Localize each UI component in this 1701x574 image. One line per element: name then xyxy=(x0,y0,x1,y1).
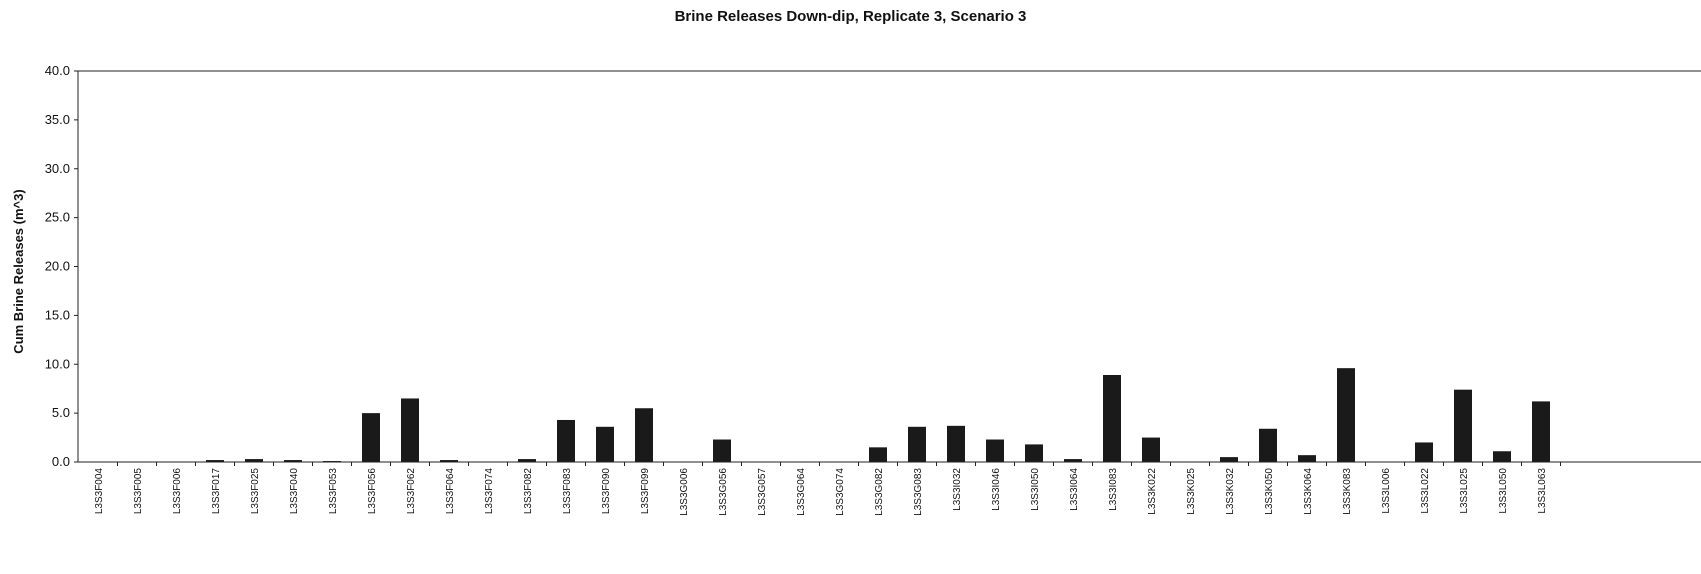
y-tick-label: 40.0 xyxy=(45,63,70,78)
y-tick-label: 30.0 xyxy=(45,161,70,176)
x-tick-label: L3S3I064 xyxy=(1069,468,1080,511)
y-tick-label: 15.0 xyxy=(45,307,70,322)
bar-l3s3g083 xyxy=(908,426,926,462)
x-tick-label: L3S3I032 xyxy=(952,468,963,511)
bar-l3s3g056 xyxy=(713,439,731,462)
x-axis-ticks: L3S3F004 L3S3F005 L3S3F006 L3S3F017 L3S3F025… xyxy=(94,462,1561,516)
x-tick-label: L3S3G082 xyxy=(874,468,885,516)
x-tick-label: L3S3F006 xyxy=(172,468,183,515)
bar-l3s3f040 xyxy=(284,460,302,462)
x-tick-label: L3S3G056 xyxy=(718,468,729,516)
x-tick-label: L3S3F005 xyxy=(133,468,144,515)
x-tick-label: L3S3F025 xyxy=(250,468,261,515)
y-axis-title: Cum Brine Releases (m^3) xyxy=(11,189,26,353)
y-tick-label: 35.0 xyxy=(45,112,70,127)
bar-l3s3k032 xyxy=(1220,457,1238,462)
x-tick-label: L3S3G083 xyxy=(913,468,924,516)
bar-l3s3i032 xyxy=(947,425,965,462)
x-tick-label: L3S3G074 xyxy=(835,468,846,516)
x-tick-label: L3S3G057 xyxy=(757,468,768,516)
x-tick-label: L3S3F062 xyxy=(406,468,417,515)
x-tick-label: L3S3K064 xyxy=(1303,468,1314,515)
bar-l3s3l025 xyxy=(1454,389,1472,462)
x-tick-label: L3S3K025 xyxy=(1186,468,1197,515)
x-tick-label: L3S3L050 xyxy=(1498,468,1509,514)
x-tick-label: L3S3L063 xyxy=(1537,468,1548,514)
x-tick-label: L3S3F004 xyxy=(94,468,105,515)
bar-l3s3f082 xyxy=(518,459,536,462)
bar-l3s3l063 xyxy=(1532,401,1550,462)
bar-l3s3l050 xyxy=(1493,451,1511,462)
x-tick-label: L3S3F056 xyxy=(367,468,378,515)
x-tick-label: L3S3L006 xyxy=(1381,468,1392,514)
x-tick-label: L3S3K083 xyxy=(1342,468,1353,515)
bar-l3s3k083 xyxy=(1337,368,1355,462)
x-tick-label: L3S3I083 xyxy=(1108,468,1119,511)
y-tick-label: 5.0 xyxy=(52,405,70,420)
bar-l3s3f083 xyxy=(557,419,575,462)
x-tick-label: L3S3G064 xyxy=(796,468,807,516)
bar-l3s3k022 xyxy=(1142,437,1160,462)
y-tick-label: 20.0 xyxy=(45,259,70,274)
x-tick-label: L3S3K032 xyxy=(1225,468,1236,515)
bar-l3s3f056 xyxy=(362,413,380,462)
bar-l3s3k064 xyxy=(1298,455,1316,462)
x-tick-label: L3S3F090 xyxy=(601,468,612,515)
bar-l3s3k050 xyxy=(1259,428,1277,462)
bar-l3s3i046 xyxy=(986,439,1004,462)
x-tick-label: L3S3F099 xyxy=(640,468,651,515)
x-tick-label: L3S3K022 xyxy=(1147,468,1158,515)
bar-l3s3i050 xyxy=(1025,444,1043,462)
chart-title: Brine Releases Down-dip, Replicate 3, Sc… xyxy=(674,8,1027,25)
bar-l3s3l022 xyxy=(1415,442,1433,462)
y-tick-label: 10.0 xyxy=(45,356,70,371)
bar-l3s3f099 xyxy=(635,408,653,462)
y-axis-ticks: 0.0 5.0 10.0 15.0 20.0 25.0 30.0 35.0 40.0 xyxy=(45,63,78,469)
y-tick-label: 25.0 xyxy=(45,210,70,225)
bar-l3s3g082 xyxy=(869,447,887,462)
x-tick-label: L3S3G006 xyxy=(679,468,690,516)
x-tick-label: L3S3F064 xyxy=(445,468,456,515)
bar-l3s3f017 xyxy=(206,460,224,462)
y-tick-label: 0.0 xyxy=(52,454,70,469)
bars xyxy=(128,368,1550,463)
x-tick-label: L3S3I046 xyxy=(991,468,1002,511)
bar-l3s3f090 xyxy=(596,426,614,462)
bar-l3s3f062 xyxy=(401,398,419,462)
x-tick-label: L3S3I050 xyxy=(1030,468,1041,511)
x-tick-label: L3S3K050 xyxy=(1264,468,1275,515)
x-tick-label: L3S3F074 xyxy=(484,468,495,515)
x-tick-label: L3S3F083 xyxy=(562,468,573,515)
bar-l3s3i083 xyxy=(1103,375,1121,462)
x-tick-label: L3S3F017 xyxy=(211,468,222,515)
x-tick-label: L3S3F082 xyxy=(523,468,534,515)
x-tick-label: L3S3F053 xyxy=(328,468,339,515)
bar-l3s3f064 xyxy=(440,460,458,462)
x-tick-label: L3S3L025 xyxy=(1459,468,1470,514)
x-tick-label: L3S3F040 xyxy=(289,468,300,515)
bar-l3s3f025 xyxy=(245,459,263,462)
x-tick-label: L3S3L022 xyxy=(1420,468,1431,514)
bar-l3s3i064 xyxy=(1064,459,1082,462)
